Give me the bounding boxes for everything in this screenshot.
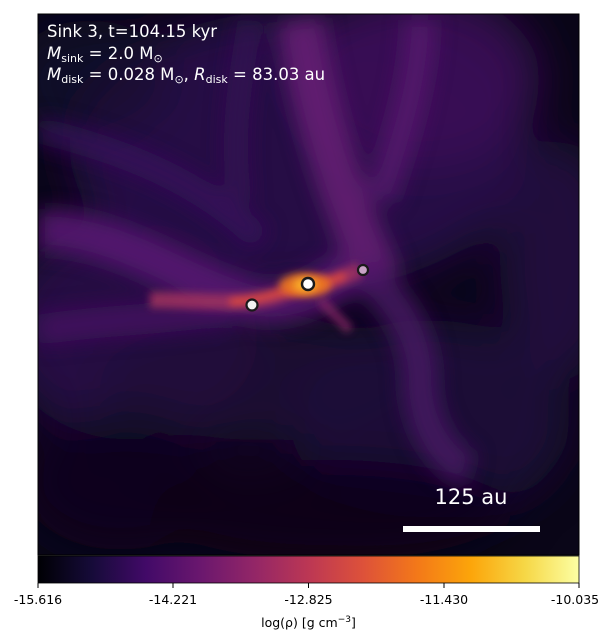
diffuse-gas [38,14,579,555]
colorbar-tick-label-2: -12.825 [284,592,332,607]
colorbar-ticks [37,583,580,588]
colorbar: -15.616 -14.221 -12.825 -11.430 -10.035 … [14,555,599,630]
sink-mass-label: Msink = 2.0 M⊙ [47,44,163,65]
colorbar-tick-label-1: -14.221 [149,592,197,607]
sink-left-marker [245,298,259,312]
panel-annotation: Sink 3, t=104.15 kyr Msink = 2.0 M⊙ Mdis… [47,22,325,86]
scale-bar-label: 125 au [435,485,508,509]
colorbar-tick-label-0: -15.616 [14,592,62,607]
colorbar-gradient [37,555,580,584]
scale-bar-line [403,526,540,532]
sink-center-marker [300,276,316,292]
colorbar-tick-labels: -15.616 -14.221 -12.825 -11.430 -10.035 [14,592,599,607]
density-map [38,14,579,555]
colorbar-tick-label-4: -10.035 [551,592,599,607]
colorbar-tick-label-3: -11.430 [420,592,468,607]
disk-properties-label: Mdisk = 0.028 M⊙, Rdisk = 83.03 au [47,65,325,86]
sink-title: Sink 3, t=104.15 kyr [47,22,217,41]
map-frame [37,13,580,556]
sink-right-marker [356,263,370,277]
scale-bar: 125 au [403,485,540,532]
colorbar-label: log(ρ) [g cm−3] [261,615,356,630]
sink-markers [245,263,370,312]
